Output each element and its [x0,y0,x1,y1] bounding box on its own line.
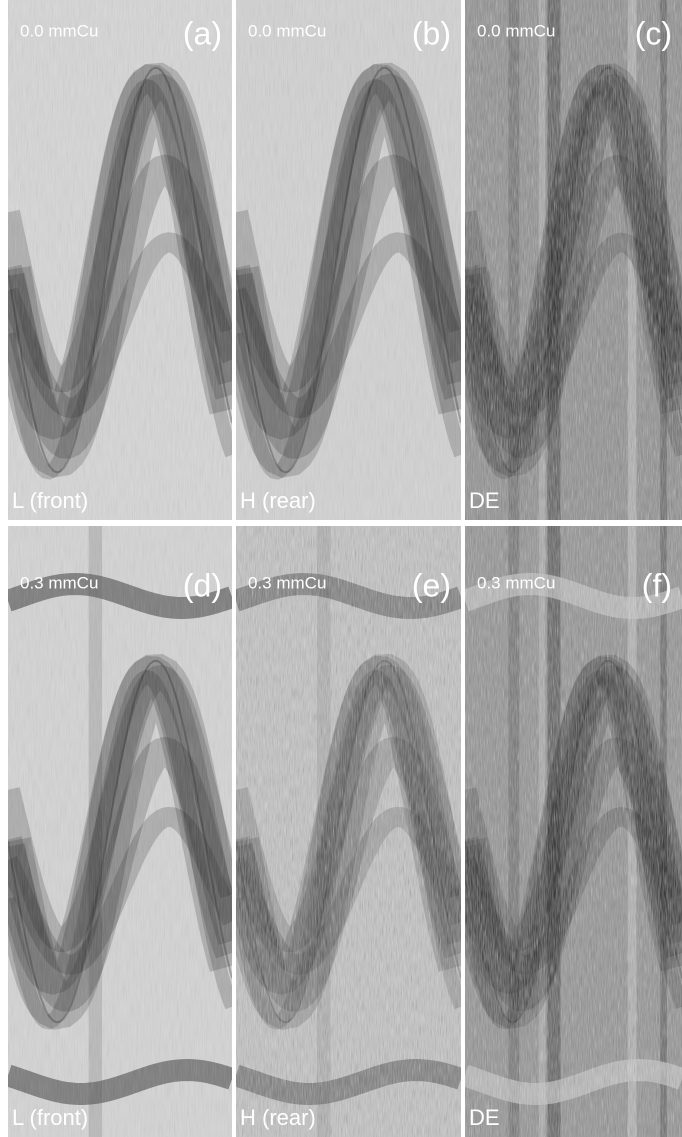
noise [465,0,682,520]
panel [236,0,461,520]
noise [8,0,232,520]
panel-letter: (a) [183,15,222,51]
dose-label: 0.0 mmCu [477,21,555,40]
noise [236,0,461,520]
panel-letter: (c) [635,15,672,51]
dose-label: 0.3 mmCu [248,573,326,592]
dose-label: 0.3 mmCu [477,573,555,592]
dose-label: 0.0 mmCu [20,21,98,40]
panel-letter: (b) [412,15,451,51]
detector-label: H (rear) [240,1105,316,1130]
detector-label: H (rear) [240,488,316,513]
panel [236,526,461,1137]
panel-letter: (f) [642,567,672,603]
noise [8,526,232,1137]
dose-label: 0.0 mmCu [248,21,326,40]
panel [8,0,232,520]
noise [465,526,682,1137]
panel-letter: (e) [412,567,451,603]
detector-label: L (front) [12,488,88,513]
detector-label: DE [469,1105,500,1130]
detector-label: L (front) [12,1105,88,1130]
detector-label: DE [469,488,500,513]
dose-label: 0.3 mmCu [20,573,98,592]
panel [465,0,682,520]
panel [8,526,232,1137]
panel-letter: (d) [183,567,222,603]
panel [465,526,682,1137]
noise [236,526,461,1137]
